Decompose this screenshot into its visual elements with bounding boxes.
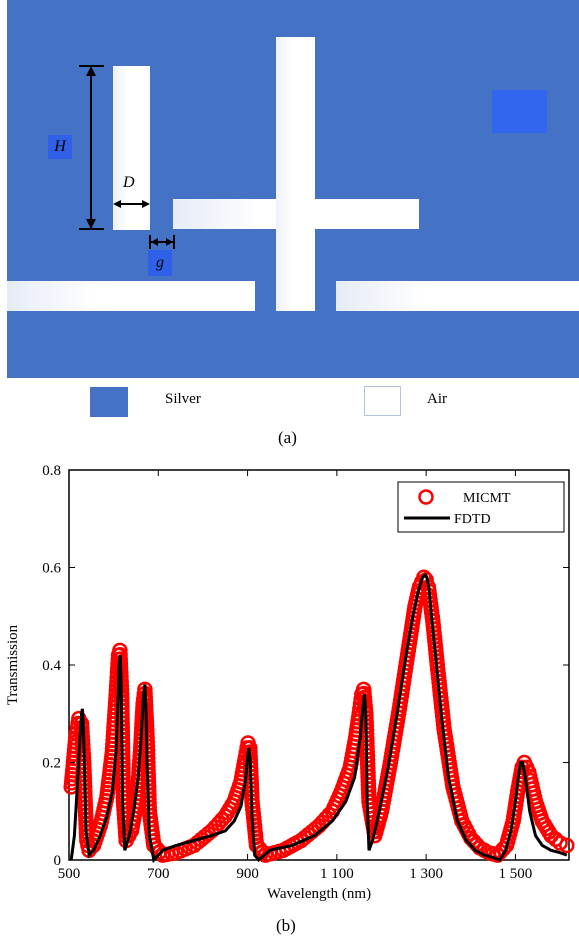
y-tick-label: 0.4 <box>42 658 61 674</box>
series-line-fdtd <box>69 572 568 864</box>
y-axis-label: Transmission <box>5 624 21 705</box>
x-tick-label: 900 <box>236 866 259 882</box>
air-swatch <box>364 386 401 416</box>
label-H: H <box>48 135 72 159</box>
x-tick-label: 1 100 <box>320 866 354 882</box>
caption-b: (b) <box>276 916 296 935</box>
x-tick-label: 1 500 <box>499 866 533 882</box>
silver-swatch <box>90 387 128 417</box>
micmt-point <box>559 837 575 854</box>
structure-diagram: H D g <box>7 0 579 378</box>
x-axis-label: Wavelength (nm) <box>267 886 371 902</box>
vertical-cross-stub <box>276 37 315 311</box>
air-legend-label: Air <box>427 391 447 407</box>
y-tick-label: 0.6 <box>42 561 61 577</box>
micmt-point <box>552 835 568 851</box>
bus-waveguide-left <box>7 281 255 311</box>
legend-label-fdtd: FDTD <box>454 512 491 527</box>
x-tick-label: 1 300 <box>409 866 443 882</box>
legend-label-micmt: MICMT <box>463 491 511 506</box>
caption-a: (a) <box>278 428 297 447</box>
x-tick-label: 500 <box>58 866 81 882</box>
silver-legend-label: Silver <box>165 391 201 407</box>
silver-square-marker <box>492 90 547 133</box>
y-tick-label: 0.8 <box>42 463 61 479</box>
y-tick-label: 0.2 <box>42 756 61 772</box>
label-D: D <box>123 174 135 191</box>
x-tick-label: 700 <box>147 866 170 882</box>
transmission-chart: 500 700 900 1 100 1 300 1 500 0 0.2 0.4 0.6 0.8 Wa… <box>5 463 575 902</box>
dimension-arrows <box>79 65 175 249</box>
legend-marker-micmt <box>418 489 434 505</box>
label-g: g <box>148 250 172 276</box>
bus-waveguide-right <box>336 281 579 311</box>
y-tick-label: 0 <box>54 853 62 869</box>
